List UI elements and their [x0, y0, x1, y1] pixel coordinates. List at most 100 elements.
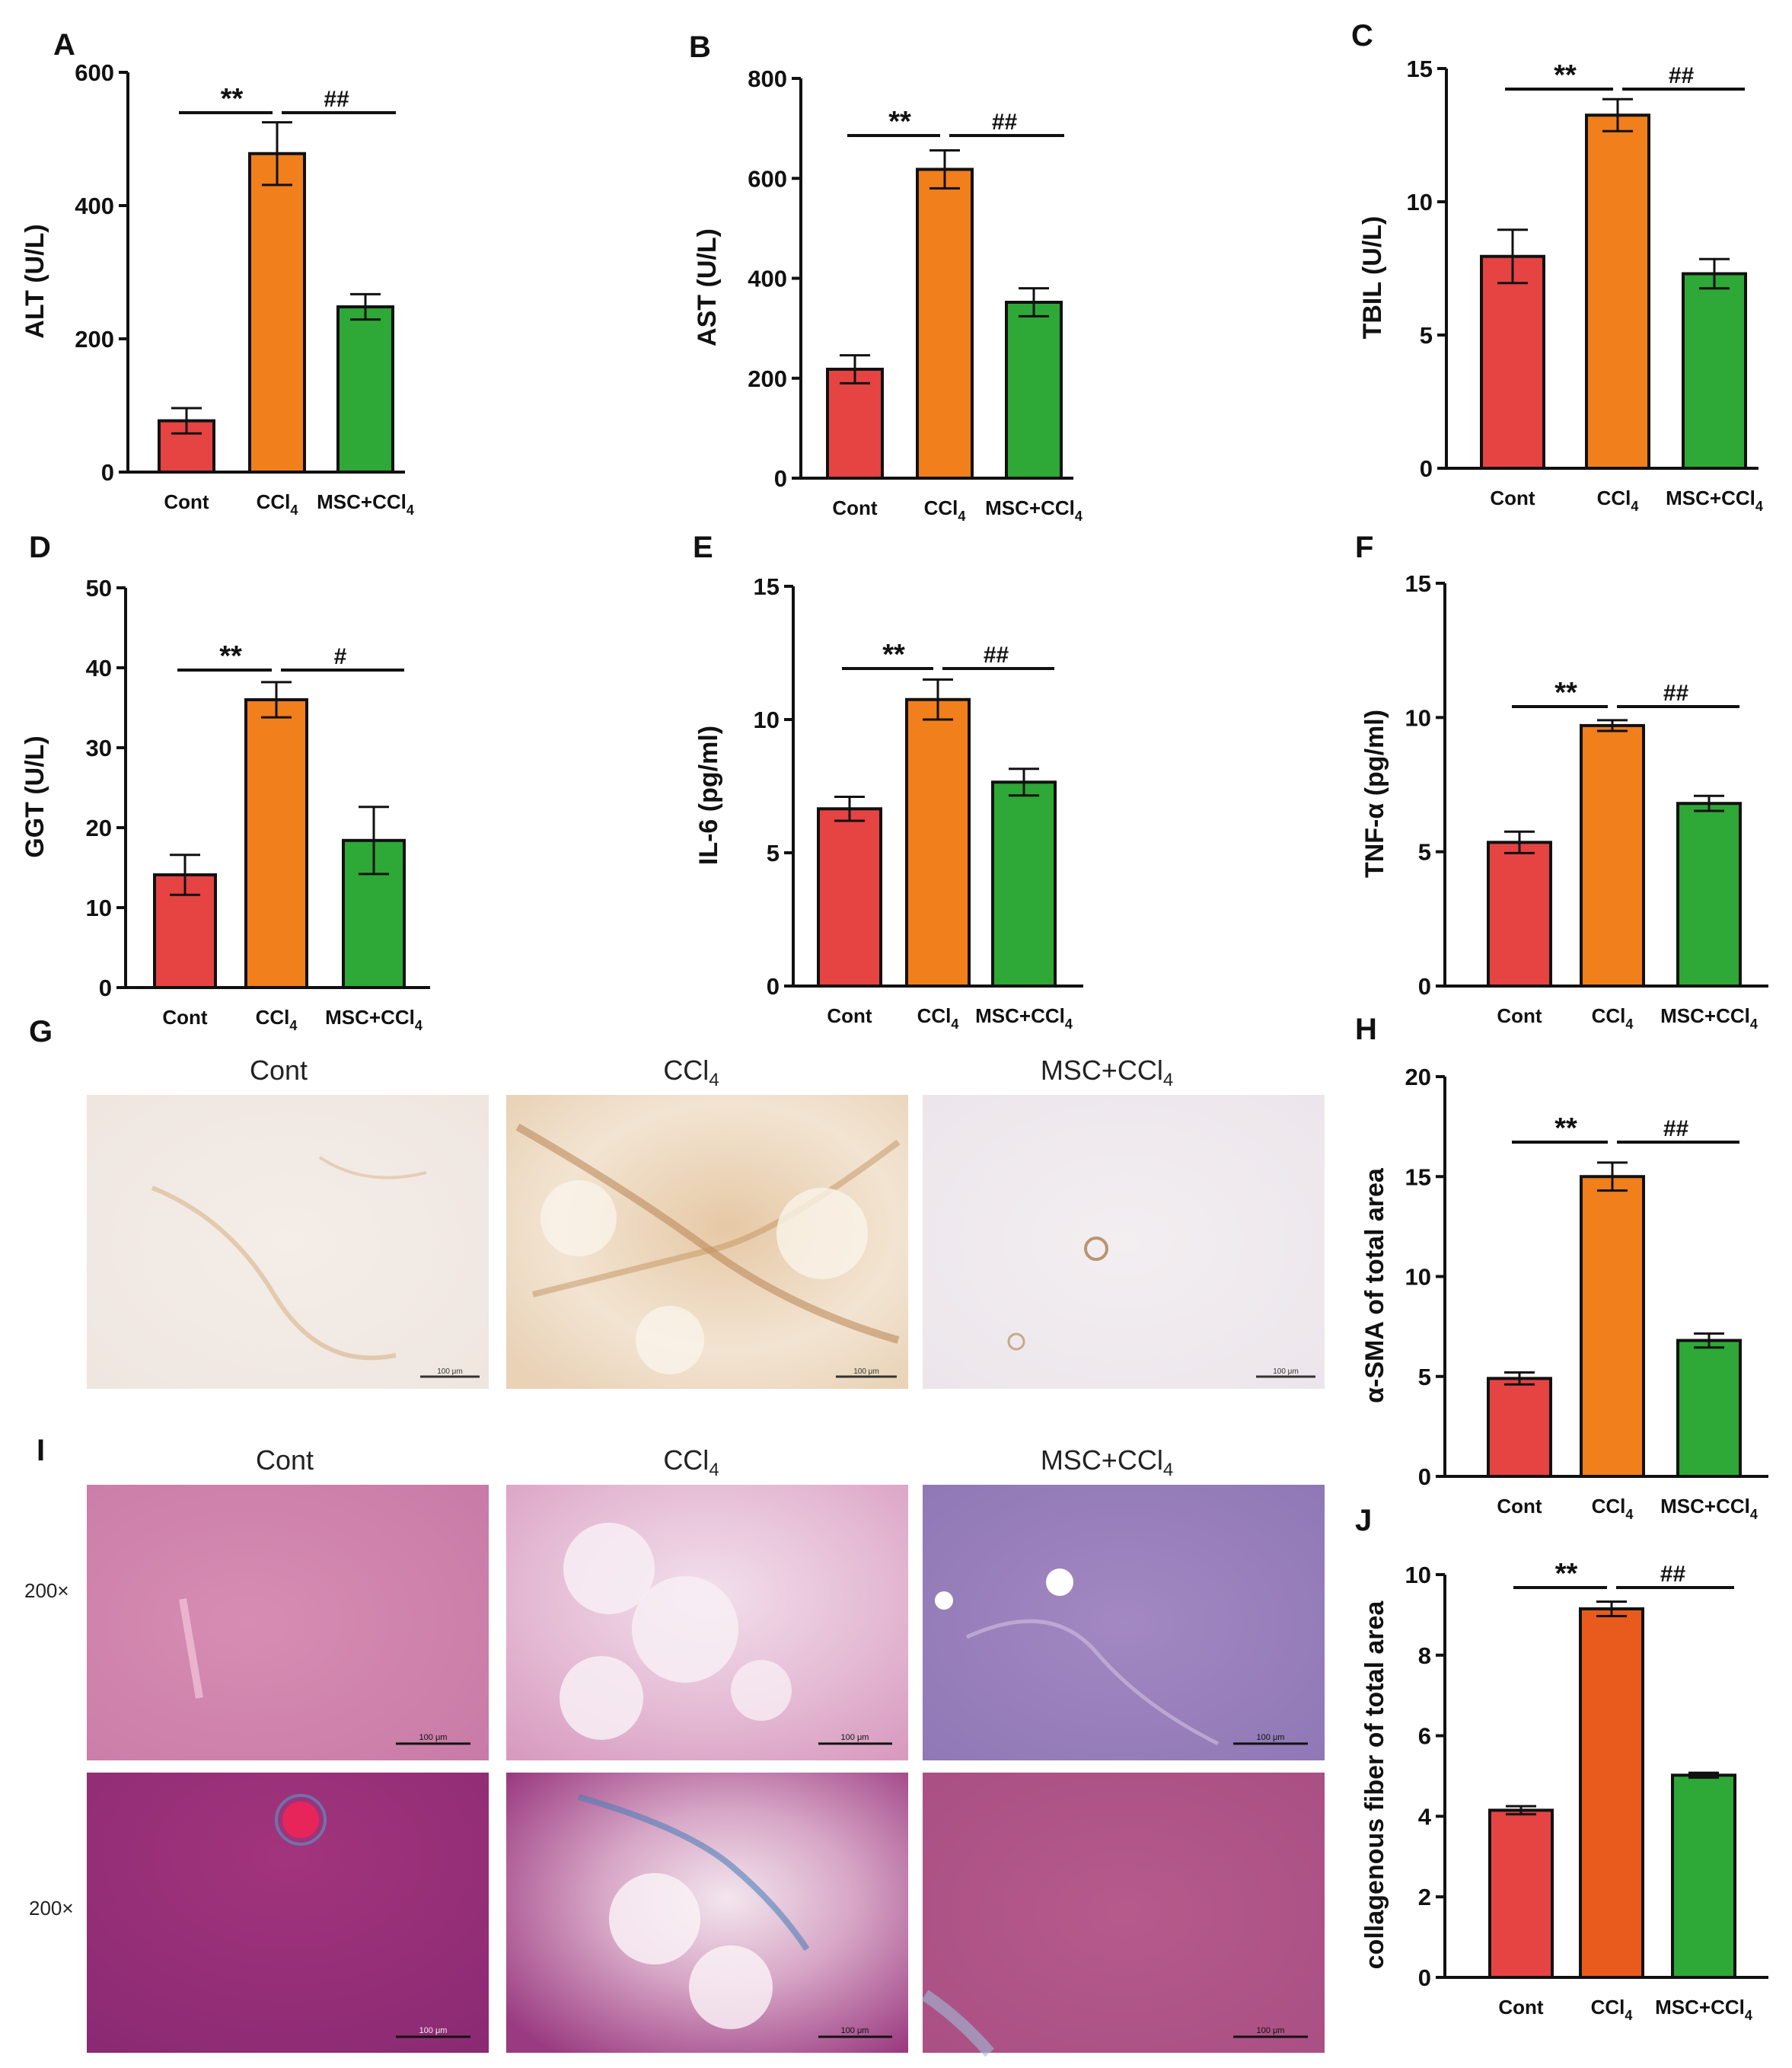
y-axis-label-c: TBIL (U/L)	[1358, 216, 1387, 340]
masson-image-msc: 100 μm	[921, 1773, 1325, 2057]
micrograph-title-ccl4: CCl4	[663, 1055, 719, 1090]
y-tick-label-j: 8	[1418, 1642, 1431, 1669]
bar-c-ccl4	[1585, 113, 1650, 470]
chart-e: E 0 5 10 15 IL-6 (pg/ml) Cont CCl4 MSC+CCl4 ** ##	[693, 531, 1083, 1032]
y-tick-label-f: 0	[1418, 973, 1431, 1000]
bar-a-msc	[336, 305, 394, 474]
y-tick-label-f: 15	[1405, 570, 1431, 597]
sig-label-c-1: **	[1554, 59, 1577, 91]
y-tick-label-b: 0	[774, 465, 787, 492]
scale-bar-label-mt-cont: 100 μm	[419, 2026, 448, 2035]
micrograph-title-ccl4-i: CCl4	[663, 1444, 719, 1480]
y-tick-label-d: 0	[99, 975, 112, 1001]
y-tick-label-j: 4	[1418, 1803, 1432, 1830]
category-label-e-cont: Cont	[827, 1004, 872, 1027]
y-tick-label-e: 15	[754, 573, 780, 600]
bar-e-ccl4	[905, 697, 971, 988]
ihc-image-msc: 100 μm	[923, 1095, 1325, 1389]
he-image-msc: 100 μm	[923, 1485, 1325, 1760]
magnification-label-masson: 200×	[29, 1897, 74, 1920]
panel-letter-h: H	[1355, 1013, 1377, 1046]
category-label-e-ccl4: CCl4	[917, 1004, 959, 1032]
sig-label-e-2: ##	[984, 643, 1009, 668]
category-label-h-ccl4: CCl4	[1592, 1495, 1634, 1522]
sig-label-f-1: **	[1554, 677, 1577, 709]
y-tick-label-a: 400	[75, 193, 114, 219]
y-tick-label-c: 0	[1420, 455, 1433, 482]
bar-h-ccl4	[1580, 1175, 1645, 1478]
chart-h: H 0 5 10 15 20 α-SMA of total area Cont CCl4 MSC+…	[1355, 1013, 1768, 1522]
category-label-f-ccl4: CCl4	[1592, 1004, 1634, 1032]
category-label-c-msc: MSC+CCl4	[1666, 487, 1763, 514]
he-image-ccl4: 100 μm	[506, 1485, 908, 1760]
y-tick-label-f: 5	[1418, 839, 1431, 866]
bar-b-msc	[1005, 301, 1063, 480]
y-tick-label-b: 800	[748, 65, 787, 92]
category-label-b-msc: MSC+CCl4	[985, 496, 1083, 524]
y-tick-label-e: 5	[767, 840, 780, 866]
bar-a-ccl4	[248, 152, 306, 474]
category-label-b-ccl4: CCl4	[924, 496, 966, 524]
bar-h-msc	[1676, 1339, 1742, 1478]
scale-bar-label-mt-msc: 100 μm	[1257, 2026, 1285, 2035]
category-label-d-msc: MSC+CCl4	[325, 1006, 422, 1033]
y-axis-label-b: AST (U/L)	[693, 228, 722, 346]
bar-j-cont	[1488, 1808, 1554, 1980]
magnification-label-he: 200×	[24, 1579, 69, 1602]
category-label-c-ccl4: CCl4	[1597, 487, 1639, 514]
chart-f: F 0 5 10 15 TNF-α (pg/ml) Cont CCl4 MSC+CCl4 ** ##	[1355, 531, 1768, 1032]
y-tick-label-j: 10	[1405, 1562, 1431, 1588]
bar-f-msc	[1676, 802, 1742, 988]
category-label-h-cont: Cont	[1497, 1495, 1542, 1517]
y-axis-label-a: ALT (U/L)	[21, 224, 49, 338]
y-axis-label-d: GGT (U/L)	[21, 736, 49, 858]
category-label-j-msc: MSC+CCl4	[1655, 1996, 1752, 2023]
chart-c: C 0 5 10 15 TBIL (U/L) Cont CCl4 MSC+CCl4 ** ##	[1351, 19, 1763, 514]
y-tick-label-c: 5	[1420, 322, 1433, 349]
category-label-b-cont: Cont	[832, 496, 878, 519]
y-tick-label-d: 30	[86, 735, 112, 761]
category-label-a-ccl4: CCl4	[257, 490, 298, 518]
sig-label-h-2: ##	[1663, 1116, 1689, 1141]
panel-letter-c: C	[1351, 19, 1373, 53]
category-label-e-msc: MSC+CCl4	[975, 1004, 1073, 1032]
scale-bar-label-he-msc: 100 μm	[1257, 1733, 1285, 1742]
sig-label-a-1: **	[221, 83, 244, 115]
bar-a-cont	[158, 419, 215, 474]
micrograph-title-cont: Cont	[250, 1055, 308, 1086]
panel-letter-b: B	[689, 30, 711, 64]
panel-letter-f: F	[1355, 531, 1373, 564]
sig-label-j-1: **	[1555, 1558, 1578, 1590]
scale-bar-label-mt-ccl4: 100 μm	[841, 2026, 869, 2035]
y-tick-label-h: 0	[1418, 1463, 1431, 1490]
y-tick-label-j: 2	[1418, 1884, 1431, 1910]
sig-label-a-2: ##	[324, 87, 349, 112]
y-tick-label-e: 0	[767, 973, 780, 1000]
panel-i: I Cont CCl4 MSC+CCl4 200× 200× 100 μm 10…	[24, 1434, 1325, 2057]
y-tick-label-f: 10	[1405, 704, 1431, 731]
y-tick-label-a: 0	[101, 459, 114, 486]
chart-d: D 0 10 20 30 40 50 GGT (U/L) Cont CCl4 MSC+CCl4 ** #	[21, 531, 430, 1033]
category-label-j-ccl4: CCl4	[1591, 1996, 1633, 2023]
y-tick-label-a: 200	[75, 326, 114, 353]
y-tick-label-e: 10	[754, 707, 780, 733]
bar-d-ccl4	[244, 698, 308, 989]
scale-bar-label-g-msc: 100 μm	[1273, 1367, 1299, 1376]
scale-bar-label-g-ccl4: 100 μm	[853, 1367, 879, 1376]
y-axis-label-e: IL-6 (pg/ml)	[694, 726, 723, 865]
y-tick-label-b: 600	[748, 165, 787, 192]
panel-letter-e: E	[693, 531, 713, 564]
y-axis-label-j: collagenous fiber of total area	[1360, 1600, 1389, 1970]
scale-bar-label-he-ccl4: 100 μm	[841, 1733, 869, 1742]
bar-c-msc	[1682, 272, 1747, 470]
y-tick-label-h: 10	[1405, 1264, 1431, 1291]
panel-letter-g: G	[29, 1015, 53, 1048]
y-tick-label-c: 15	[1407, 56, 1433, 82]
sig-label-f-2: ##	[1663, 681, 1689, 706]
scale-bar-label-g-cont: 100 μm	[437, 1367, 463, 1376]
y-tick-label-h: 15	[1405, 1163, 1431, 1190]
sig-label-b-1: **	[888, 106, 911, 138]
category-label-f-cont: Cont	[1497, 1004, 1542, 1027]
bar-e-cont	[817, 807, 882, 988]
